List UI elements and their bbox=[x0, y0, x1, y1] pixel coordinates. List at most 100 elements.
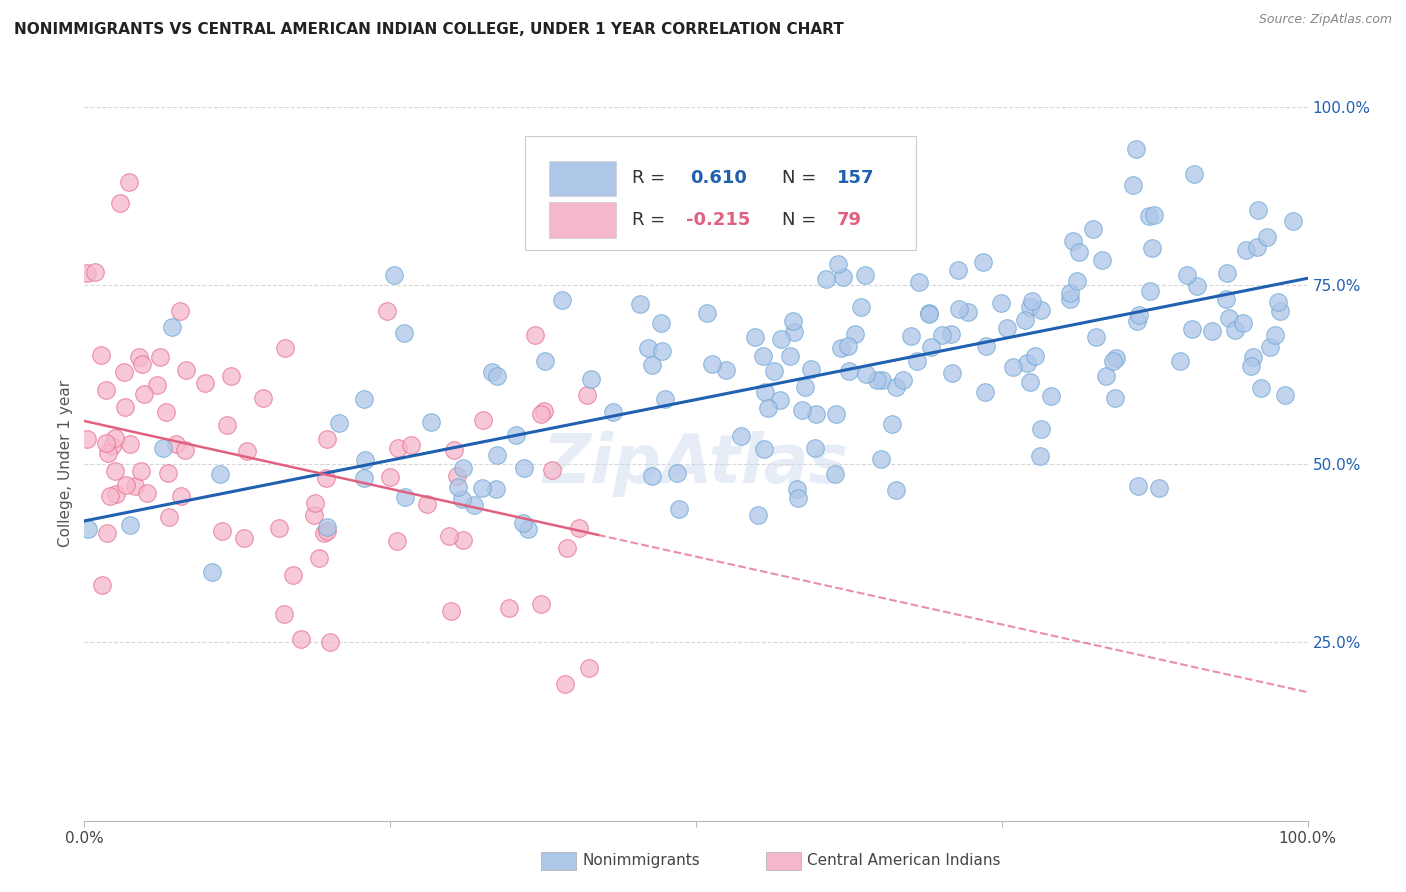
Point bbox=[668, 501, 690, 516]
Point bbox=[1140, 241, 1163, 255]
Point bbox=[131, 357, 153, 371]
Point bbox=[957, 305, 980, 319]
Point bbox=[905, 353, 928, 368]
Point bbox=[90, 577, 112, 591]
Point bbox=[156, 466, 179, 480]
Point bbox=[104, 464, 127, 478]
Point bbox=[273, 607, 295, 622]
Point bbox=[602, 404, 624, 418]
Text: R =: R = bbox=[633, 169, 665, 187]
Point bbox=[97, 445, 120, 459]
Point bbox=[931, 328, 953, 343]
Point bbox=[555, 541, 578, 556]
Text: 157: 157 bbox=[837, 169, 875, 187]
Point bbox=[786, 483, 808, 497]
Point bbox=[575, 388, 598, 402]
Point bbox=[1143, 208, 1166, 222]
Point bbox=[1223, 323, 1246, 337]
Point bbox=[1246, 240, 1268, 254]
Point bbox=[451, 461, 474, 475]
Point bbox=[650, 316, 672, 330]
Point bbox=[884, 380, 907, 394]
Point bbox=[1018, 375, 1040, 389]
Point bbox=[267, 521, 290, 535]
Point bbox=[77, 522, 100, 536]
Point bbox=[76, 266, 98, 280]
Point bbox=[115, 477, 138, 491]
Point bbox=[779, 349, 801, 363]
Point bbox=[1258, 340, 1281, 354]
Point bbox=[394, 490, 416, 504]
Point bbox=[319, 635, 342, 649]
Point bbox=[118, 517, 141, 532]
Point bbox=[443, 443, 465, 458]
Point bbox=[1218, 311, 1240, 326]
Text: 79: 79 bbox=[837, 211, 862, 228]
Point bbox=[530, 598, 553, 612]
Point bbox=[516, 522, 538, 536]
Point bbox=[385, 533, 408, 548]
Point bbox=[1177, 268, 1199, 282]
Point bbox=[152, 442, 174, 456]
Point bbox=[211, 524, 233, 538]
Point bbox=[1264, 327, 1286, 342]
Point bbox=[793, 379, 815, 393]
Point bbox=[870, 373, 893, 387]
Point bbox=[1024, 349, 1046, 363]
Point bbox=[844, 326, 866, 341]
Point bbox=[416, 497, 439, 511]
Point bbox=[451, 533, 474, 547]
Point bbox=[884, 483, 907, 498]
Text: ZipAtlas: ZipAtlas bbox=[543, 431, 849, 497]
Point bbox=[1247, 203, 1270, 218]
Point bbox=[120, 437, 142, 451]
Text: Nonimmigrants: Nonimmigrants bbox=[582, 854, 700, 868]
Point bbox=[382, 268, 405, 282]
Point bbox=[1028, 449, 1050, 463]
Point bbox=[1128, 309, 1150, 323]
Text: NONIMMIGRANTS VS CENTRAL AMERICAN INDIAN COLLEGE, UNDER 1 YEAR CORRELATION CHART: NONIMMIGRANTS VS CENTRAL AMERICAN INDIAN… bbox=[14, 22, 844, 37]
Point bbox=[990, 296, 1012, 310]
Point bbox=[1215, 292, 1237, 306]
Point bbox=[918, 307, 941, 321]
FancyBboxPatch shape bbox=[524, 136, 917, 250]
Point bbox=[375, 304, 398, 318]
Text: Source: ZipAtlas.com: Source: ZipAtlas.com bbox=[1258, 13, 1392, 27]
Point bbox=[221, 369, 243, 384]
Point bbox=[1241, 350, 1264, 364]
Point bbox=[762, 364, 785, 378]
Point bbox=[800, 361, 823, 376]
Point bbox=[104, 487, 127, 501]
Point bbox=[754, 385, 776, 400]
Point bbox=[551, 293, 574, 307]
Point bbox=[790, 403, 813, 417]
Point bbox=[783, 325, 806, 339]
Point bbox=[446, 469, 468, 483]
Point bbox=[233, 531, 256, 545]
Point bbox=[437, 529, 460, 543]
Point bbox=[76, 432, 98, 446]
Point bbox=[578, 661, 600, 675]
Point bbox=[568, 521, 591, 535]
Point bbox=[651, 343, 673, 358]
Point bbox=[308, 551, 330, 566]
Point bbox=[136, 486, 159, 500]
Point bbox=[84, 265, 107, 279]
Point bbox=[920, 340, 942, 354]
Point bbox=[530, 407, 553, 421]
Point bbox=[1104, 392, 1126, 406]
Point bbox=[315, 471, 337, 485]
Point bbox=[696, 306, 718, 320]
Point bbox=[1069, 244, 1091, 259]
Point bbox=[1018, 300, 1040, 314]
Point bbox=[114, 400, 136, 414]
Point bbox=[274, 341, 297, 355]
Point bbox=[1268, 303, 1291, 318]
Point bbox=[252, 391, 274, 405]
Point bbox=[972, 255, 994, 269]
Point bbox=[782, 314, 804, 328]
Text: R =: R = bbox=[633, 211, 665, 228]
Point bbox=[908, 275, 931, 289]
Point bbox=[149, 350, 172, 364]
Point bbox=[533, 403, 555, 417]
